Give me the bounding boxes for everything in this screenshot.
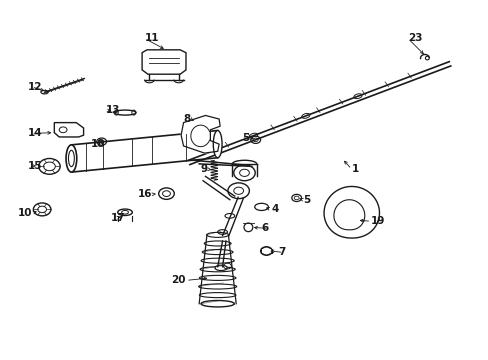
- Circle shape: [227, 183, 249, 199]
- Ellipse shape: [200, 267, 235, 272]
- Ellipse shape: [254, 203, 268, 211]
- Text: 5: 5: [242, 133, 249, 143]
- Ellipse shape: [199, 275, 236, 280]
- Text: 1: 1: [351, 164, 358, 174]
- Text: 10: 10: [18, 208, 32, 218]
- Ellipse shape: [201, 301, 234, 307]
- Text: 5: 5: [303, 195, 309, 205]
- Text: 7: 7: [278, 247, 285, 257]
- Text: 11: 11: [144, 33, 159, 43]
- Ellipse shape: [202, 249, 233, 255]
- Ellipse shape: [244, 223, 252, 231]
- Ellipse shape: [66, 145, 77, 172]
- Ellipse shape: [199, 293, 236, 298]
- Ellipse shape: [198, 284, 236, 289]
- Text: 14: 14: [27, 129, 42, 138]
- Text: 16: 16: [137, 189, 152, 199]
- Text: 8: 8: [183, 114, 190, 124]
- Polygon shape: [71, 131, 217, 172]
- Ellipse shape: [206, 232, 228, 237]
- Ellipse shape: [215, 265, 227, 271]
- Circle shape: [291, 194, 301, 202]
- Polygon shape: [142, 50, 185, 74]
- Text: 4: 4: [271, 204, 278, 215]
- Ellipse shape: [204, 241, 231, 246]
- Text: 18: 18: [91, 139, 105, 149]
- Circle shape: [233, 165, 255, 181]
- Text: 17: 17: [110, 213, 125, 222]
- Circle shape: [33, 203, 51, 216]
- Polygon shape: [181, 116, 220, 153]
- Text: 23: 23: [407, 33, 422, 43]
- Ellipse shape: [114, 110, 136, 115]
- Circle shape: [39, 158, 60, 174]
- Ellipse shape: [41, 90, 48, 94]
- Circle shape: [158, 188, 174, 199]
- Text: 20: 20: [171, 275, 185, 285]
- Text: 12: 12: [27, 82, 42, 92]
- Text: 19: 19: [370, 216, 385, 226]
- Text: 13: 13: [105, 105, 120, 115]
- Text: 9: 9: [201, 164, 207, 174]
- Text: 6: 6: [261, 224, 268, 233]
- Ellipse shape: [201, 258, 234, 263]
- Ellipse shape: [118, 209, 132, 216]
- Text: 15: 15: [27, 161, 42, 171]
- Circle shape: [250, 136, 260, 143]
- Polygon shape: [54, 123, 83, 137]
- Ellipse shape: [201, 301, 234, 306]
- Ellipse shape: [213, 131, 222, 158]
- Circle shape: [260, 247, 272, 255]
- Circle shape: [97, 138, 106, 145]
